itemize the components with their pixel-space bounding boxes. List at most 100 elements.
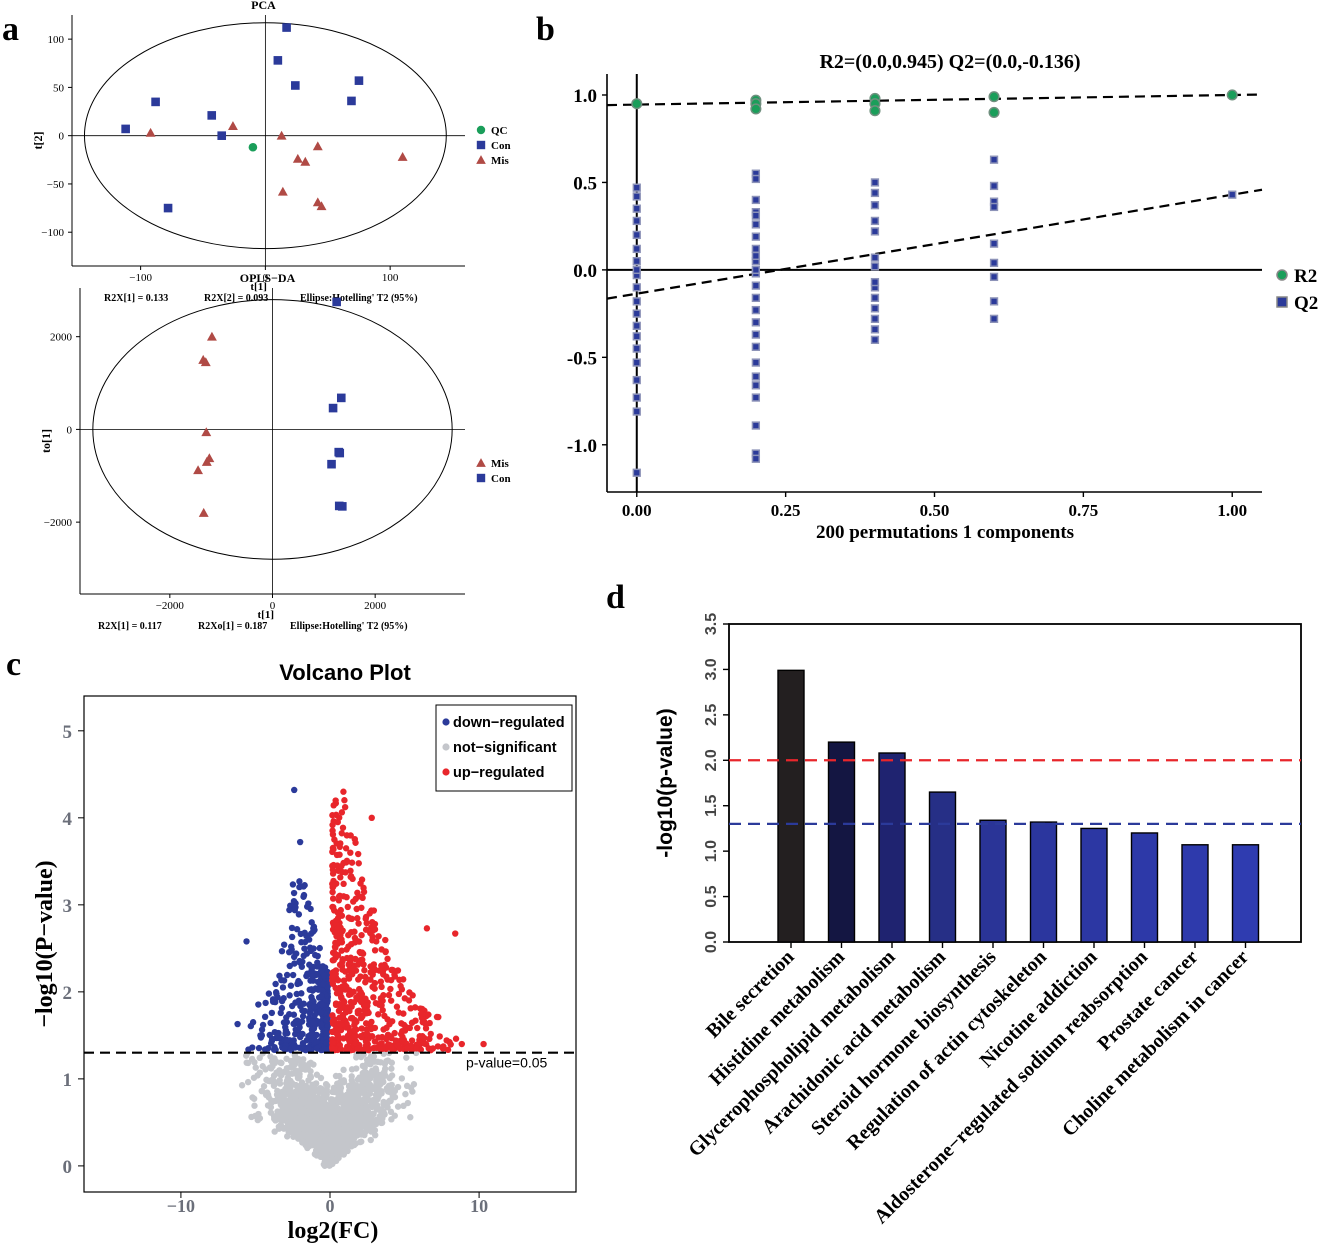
point-q2: [632, 283, 641, 292]
point-up-regulated: [404, 1044, 411, 1052]
point-not-significant: [275, 1069, 283, 1076]
point-down-regulated: [318, 1001, 326, 1009]
point-not-significant: [280, 1125, 288, 1132]
point-up-regulated: [391, 971, 398, 978]
point-not-significant: [244, 1059, 252, 1067]
point-up-regulated: [398, 1028, 406, 1035]
point-up-regulated: [435, 1013, 442, 1021]
point-not-significant: [348, 1098, 356, 1105]
point-up-regulated: [367, 969, 374, 976]
point-up-regulated: [376, 967, 383, 974]
point-down-regulated: [295, 911, 303, 918]
point-down-regulated: [262, 999, 269, 1007]
legend-marker: [442, 718, 450, 726]
point-not-significant: [256, 1054, 263, 1062]
y-tick-label: 100: [48, 34, 65, 46]
point-down-regulated: [272, 980, 279, 988]
point-up-regulated: [420, 1040, 428, 1047]
x-tick-label: −100: [129, 272, 152, 284]
point-up-regulated: [362, 1020, 370, 1027]
point-con: [335, 448, 345, 458]
point-up-regulated: [331, 836, 338, 843]
y-tick-label: 2.5: [703, 704, 720, 726]
point-up-regulated: [405, 997, 413, 1004]
point-down-regulated: [305, 936, 313, 943]
point-down-regulated: [322, 1046, 330, 1054]
point-not-significant: [345, 1130, 353, 1138]
point-q2: [632, 393, 641, 402]
permutation-chart: R2=(0.0,0.945) Q2=(0.0,-0.136) 0.00 0.25 0.…: [567, 51, 1318, 543]
point-up-regulated: [413, 1045, 420, 1052]
y-tick-label: 5: [63, 722, 73, 743]
point-not-significant: [335, 1105, 343, 1113]
hotelling-ellipse: [92, 299, 453, 560]
point-down-regulated: [281, 1045, 288, 1053]
point-q2: [751, 281, 761, 290]
point-down-regulated: [300, 1000, 307, 1007]
point-up-regulated: [362, 979, 369, 986]
point-up-regulated: [358, 1034, 365, 1041]
point-not-significant: [323, 1152, 330, 1160]
point-not-significant: [308, 1128, 315, 1135]
point-down-regulated: [247, 1022, 254, 1030]
point-not-significant: [340, 1066, 347, 1074]
point-down-regulated: [255, 1044, 263, 1052]
point-up-regulated: [452, 1035, 460, 1042]
point-r2: [988, 106, 1000, 119]
point-up-regulated: [337, 1026, 345, 1034]
point-q2: [1228, 190, 1237, 199]
point-down-regulated: [267, 1019, 274, 1027]
point-q2: [751, 220, 761, 229]
chart-title: PCA: [251, 0, 276, 12]
point-not-significant: [306, 1060, 313, 1067]
point-up-regulated: [334, 977, 342, 984]
point-down-regulated: [298, 1018, 306, 1025]
point-not-significant: [305, 1077, 312, 1084]
point-up-regulated: [329, 957, 336, 964]
point-not-significant: [351, 1133, 358, 1141]
point-down-regulated: [278, 947, 286, 955]
point-up-regulated: [371, 985, 378, 992]
panel-label-b: b: [536, 11, 555, 48]
y-tick-label: 3.5: [703, 613, 720, 635]
point-not-significant: [321, 1143, 329, 1151]
point-r2: [988, 91, 1000, 103]
point-down-regulated: [280, 941, 288, 948]
point-up-regulated: [353, 994, 360, 1001]
point-not-significant: [301, 1107, 308, 1115]
point-up-regulated: [345, 961, 352, 968]
bar: [878, 752, 906, 943]
point-q2: [870, 325, 880, 334]
x-axis-label: t[1]: [250, 281, 267, 293]
point-not-significant: [294, 1119, 301, 1127]
point-down-regulated: [321, 972, 328, 979]
point-down-regulated: [277, 1009, 284, 1017]
point-up-regulated: [338, 862, 345, 870]
point-down-regulated: [308, 1029, 316, 1037]
point-up-regulated: [382, 936, 389, 944]
point-up-regulated: [346, 1037, 353, 1044]
point-up-regulated: [338, 994, 345, 1001]
y-tick-label: 1: [63, 1070, 73, 1091]
point-up-regulated: [352, 895, 359, 903]
y-tick-label: 0.5: [573, 173, 597, 194]
point-up-regulated: [443, 1037, 450, 1044]
y-tick-label: 1.0: [573, 86, 597, 107]
point-not-significant: [323, 1086, 330, 1093]
point-mis: [198, 507, 209, 517]
point-down-regulated: [282, 1023, 289, 1031]
point-up-regulated: [354, 1045, 361, 1052]
point-not-significant: [302, 1066, 309, 1073]
point-up-regulated: [387, 985, 394, 993]
legend-label: up−regulated: [453, 765, 544, 781]
point-down-regulated: [301, 945, 308, 952]
point-up-regulated: [458, 1040, 466, 1048]
point-up-regulated: [329, 977, 336, 984]
point-down-regulated: [294, 980, 301, 988]
point-up-regulated: [444, 1046, 452, 1054]
point-not-significant: [274, 1111, 281, 1119]
point-up-regulated: [423, 925, 431, 932]
point-up-regulated: [360, 961, 367, 968]
point-not-significant: [272, 1058, 280, 1065]
point-not-significant: [387, 1086, 394, 1093]
